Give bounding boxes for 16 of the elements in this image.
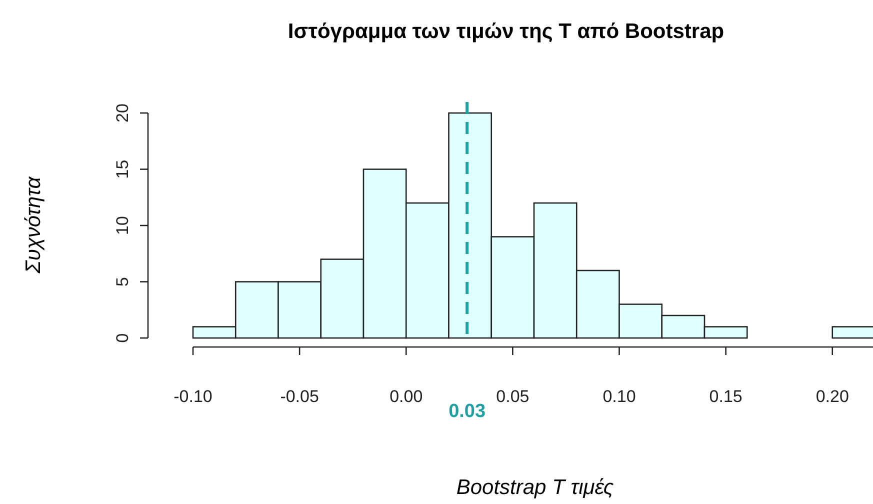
y-axis-title: Συχνότητα: [22, 176, 45, 274]
x-tick-label: 0.10: [602, 387, 636, 406]
x-tick-label: 0.00: [390, 387, 423, 406]
y-tick-label: 10: [113, 216, 132, 235]
x-tick-label: 0.05: [496, 387, 530, 406]
ref-line-label: 0.03: [448, 401, 486, 422]
y-tick-label: 0: [113, 333, 132, 343]
x-tick-label: 0.20: [816, 387, 849, 406]
x-axis-title: Bootstrap T τιμές: [456, 476, 614, 499]
y-tick-label: 15: [113, 160, 132, 179]
chart-title: Ιστόγραμμα των τιμών της T από Bootstrap: [288, 20, 724, 43]
x-tick-label: -0.10: [174, 387, 212, 406]
y-tick-label: 5: [113, 277, 132, 286]
x-tick-label: -0.05: [280, 387, 319, 406]
y-tick-label: 20: [113, 104, 132, 122]
x-tick-label: 0.15: [709, 387, 742, 406]
